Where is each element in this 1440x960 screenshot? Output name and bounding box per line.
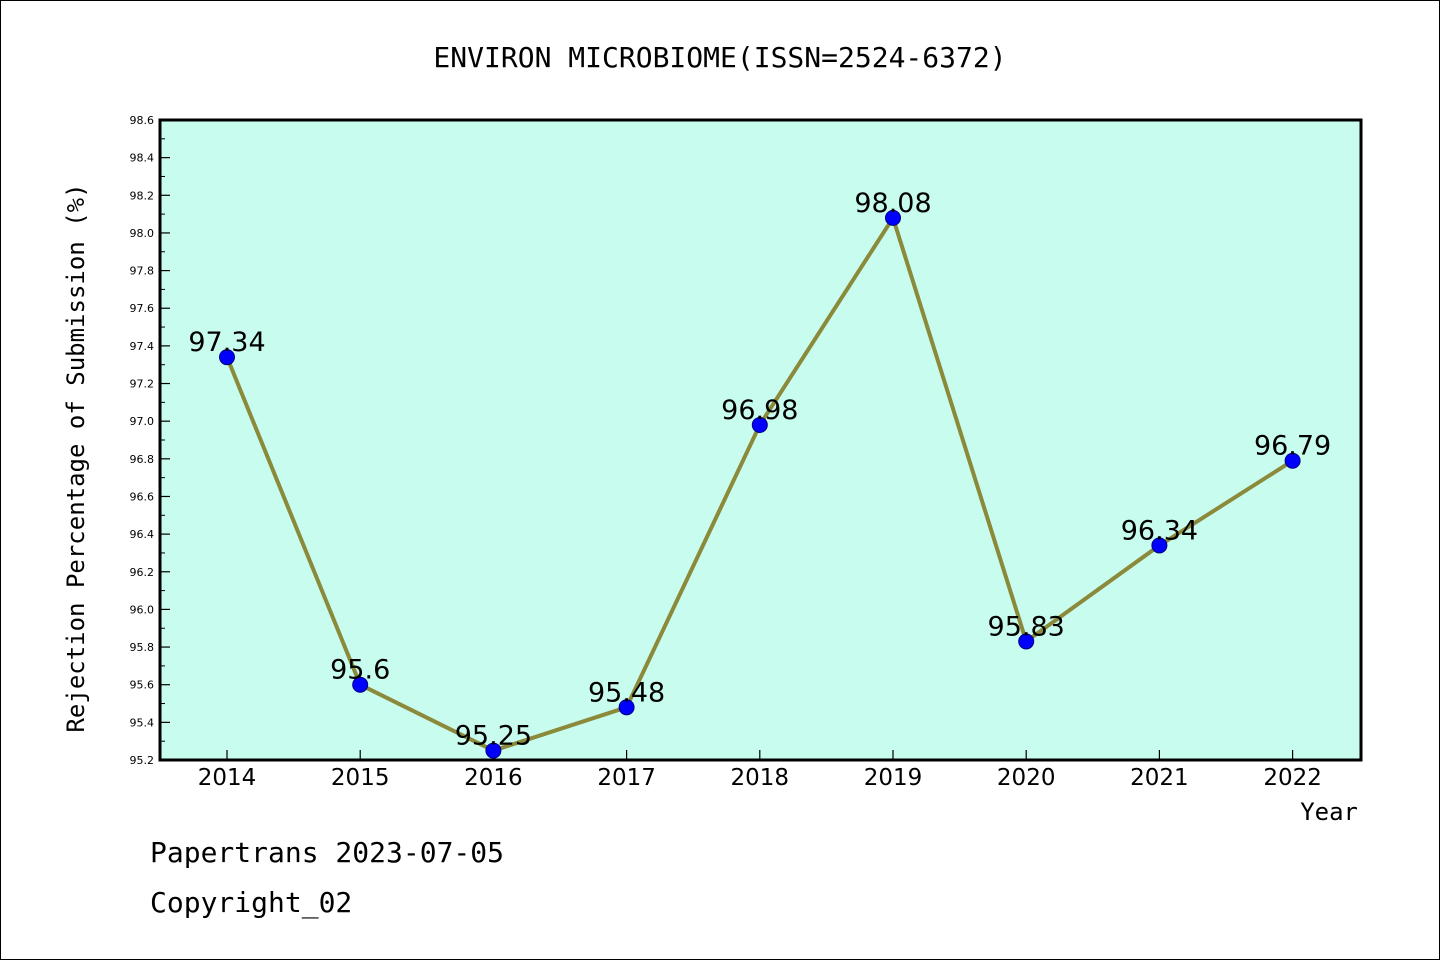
y-axis-label: Rejection Percentage of Submission (%) — [62, 183, 90, 732]
x-tick-label: 2014 — [198, 765, 257, 791]
footer-copyright: Copyright_02 — [150, 886, 353, 919]
series-rejection-percentage: 97.34 95.6 95.25 95.48 96.98 98.08 95.83 96.34 9… — [188, 188, 1331, 759]
y-tick-label: 95.4 — [130, 716, 155, 729]
data-label: 96.79 — [1254, 431, 1331, 462]
data-label: 97.34 — [188, 327, 265, 358]
chart-title: ENVIRON MICROBIOME(ISSN=2524-6372) — [433, 41, 1006, 74]
data-point — [352, 676, 369, 693]
x-tick-label: 2019 — [864, 765, 923, 791]
data-label: 95.6 — [330, 655, 390, 686]
y-tick-label: 98.2 — [130, 189, 155, 202]
x-axis: 2014 2015 2016 2017 2018 2019 2020 2021 2022 — [198, 750, 1322, 791]
data-point — [485, 742, 502, 759]
x-tick-label: 2018 — [731, 765, 790, 791]
y-tick-label: 96.0 — [130, 603, 155, 616]
data-point — [751, 416, 768, 433]
x-tick-label: 2017 — [597, 765, 656, 791]
x-axis-label: Year — [1300, 798, 1358, 826]
y-axis: 95.2 95.4 95.6 95.8 96.0 96.2 96.4 96.6 96.8 97.0… — [130, 114, 170, 767]
data-point — [1018, 633, 1035, 650]
x-tick-label: 2021 — [1130, 765, 1189, 791]
y-tick-label: 96.6 — [130, 490, 155, 503]
x-tick-label: 2016 — [464, 765, 523, 791]
y-tick-label: 97.6 — [130, 302, 155, 315]
y-tick-label: 97.4 — [130, 340, 155, 353]
y-tick-label: 96.2 — [130, 566, 155, 579]
data-point — [618, 699, 635, 716]
y-tick-label: 98.0 — [130, 227, 155, 240]
y-tick-label: 96.8 — [130, 453, 155, 466]
data-point — [885, 209, 901, 226]
x-tick-label: 2015 — [331, 765, 390, 791]
data-label: 95.83 — [988, 611, 1065, 642]
y-tick-label: 95.8 — [130, 641, 155, 654]
y-tick-label: 96.4 — [130, 528, 155, 541]
data-point — [219, 349, 235, 366]
data-label: 96.98 — [721, 395, 798, 426]
x-tick-label: 2020 — [997, 765, 1056, 791]
y-tick-label: 95.6 — [130, 679, 155, 692]
data-point — [1284, 452, 1301, 469]
y-tick-label: 95.2 — [130, 754, 155, 767]
data-label: 98.08 — [854, 188, 931, 219]
y-tick-label: 97.8 — [130, 265, 155, 278]
data-label: 95.48 — [588, 677, 665, 708]
data-point — [1151, 537, 1168, 554]
footer-date: Papertrans 2023-07-05 — [150, 836, 505, 869]
y-tick-label: 97.0 — [130, 415, 155, 428]
x-tick-label: 2022 — [1263, 765, 1322, 791]
plot-area — [158, 118, 1363, 762]
y-tick-label: 98.6 — [130, 114, 155, 127]
y-tick-label: 97.2 — [130, 378, 155, 391]
data-label: 96.34 — [1121, 515, 1198, 546]
y-tick-label: 98.4 — [130, 152, 155, 165]
data-label: 95.25 — [455, 721, 532, 752]
